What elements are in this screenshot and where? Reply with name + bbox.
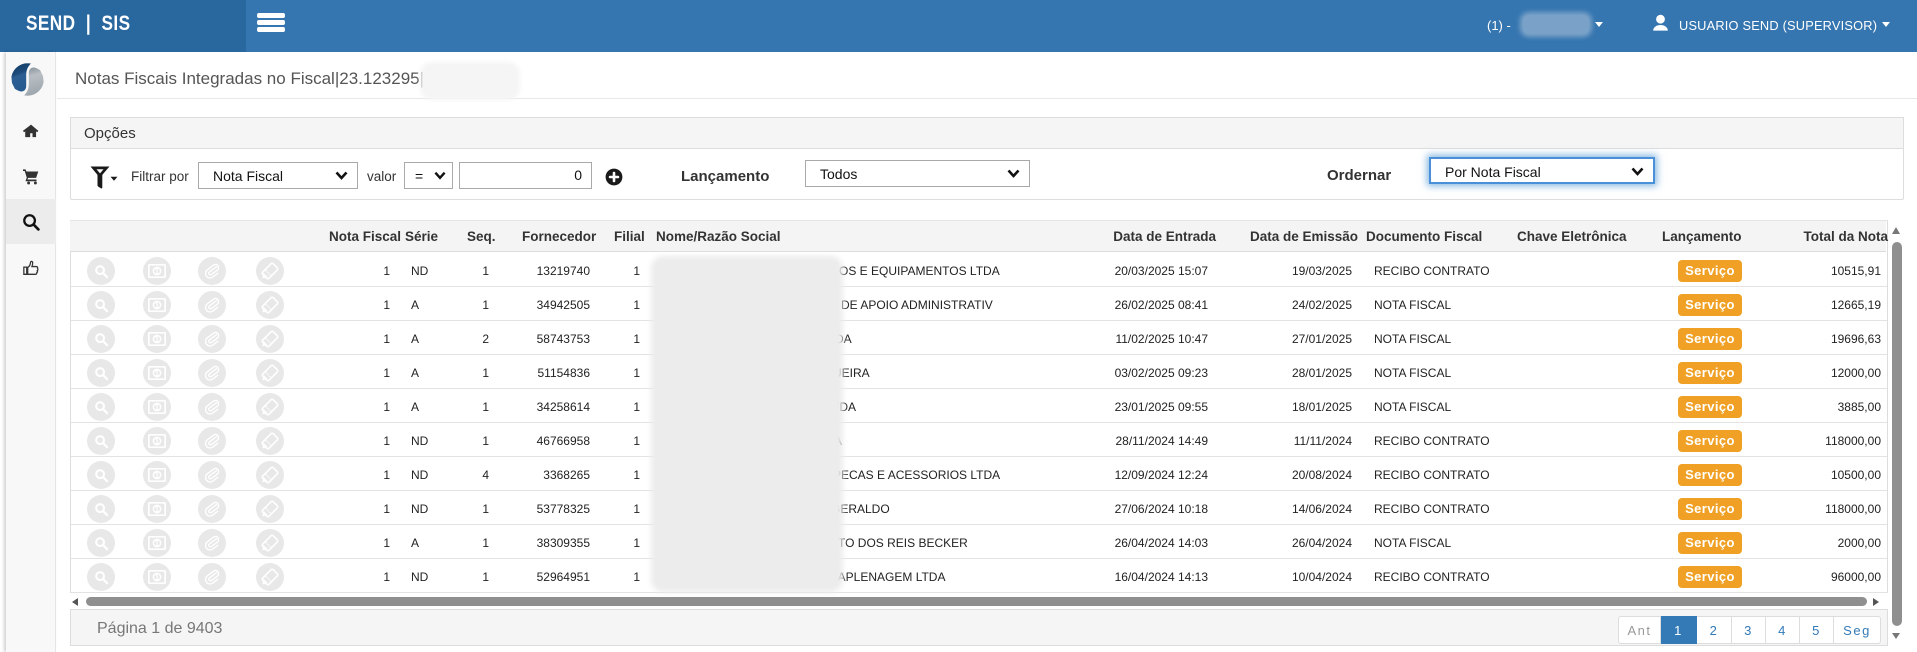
svg-text:1: 1 [155,572,160,582]
svg-text:1: 1 [155,504,160,514]
svg-text:1: 1 [155,266,160,276]
svg-text:1: 1 [155,368,160,378]
svg-text:1: 1 [155,538,160,548]
svg-text:1: 1 [155,334,160,344]
svg-text:1: 1 [155,470,160,480]
svg-text:1: 1 [155,402,160,412]
svg-text:1: 1 [155,300,160,310]
svg-text:1: 1 [155,436,160,446]
